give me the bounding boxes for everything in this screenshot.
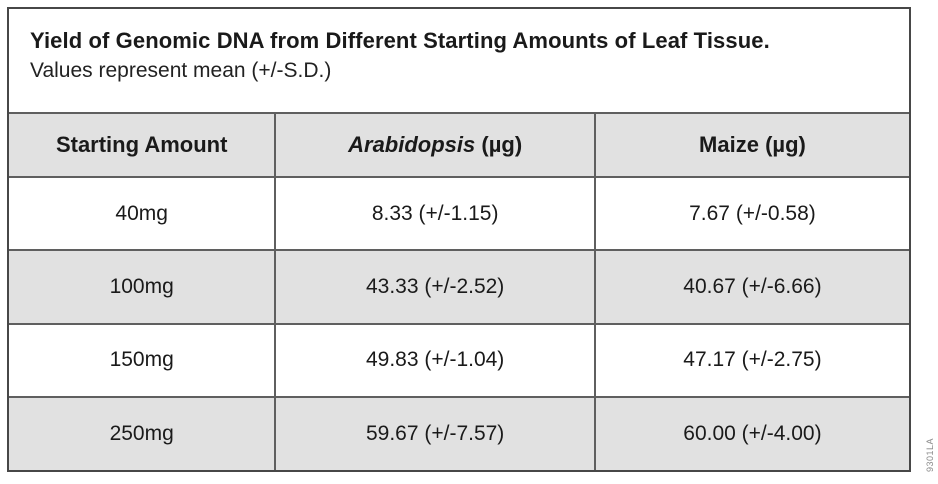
figure-panel: Yield of Genomic DNA from Different Star… — [7, 7, 911, 472]
cell-maize-yield: 60.00 (+/-4.00) — [593, 395, 909, 470]
cell-arabidopsis-yield: 8.33 (+/-1.15) — [274, 175, 596, 252]
table-row: 40mg 8.33 (+/-1.15) 7.67 (+/-0.58) — [9, 175, 909, 252]
table-row: 100mg 43.33 (+/-2.52) 40.67 (+/-6.66) — [9, 249, 909, 325]
figure-id-code: 9301LA — [925, 437, 935, 472]
header-row: Starting Amount Arabidopsis (µg) Maize (… — [9, 112, 909, 178]
header-arabidopsis: Arabidopsis (µg) — [274, 112, 596, 178]
cell-arabidopsis-yield: 49.83 (+/-1.04) — [274, 322, 596, 398]
header-maize: Maize (µg) — [593, 112, 909, 178]
cell-maize-yield: 47.17 (+/-2.75) — [593, 322, 909, 398]
cell-starting-amount: 100mg — [9, 249, 277, 325]
figure-caption: Yield of Genomic DNA from Different Star… — [9, 9, 909, 112]
cell-starting-amount: 40mg — [9, 175, 277, 252]
cell-starting-amount: 150mg — [9, 322, 277, 398]
cell-arabidopsis-yield: 59.67 (+/-7.57) — [274, 395, 596, 470]
header-starting-amount: Starting Amount — [9, 112, 277, 178]
cell-arabidopsis-yield: 43.33 (+/-2.52) — [274, 249, 596, 325]
figure-subtitle: Values represent mean (+/-S.D.) — [30, 58, 332, 82]
header-arabidopsis-unit: (µg) — [475, 132, 523, 157]
table-row: 150mg 49.83 (+/-1.04) 47.17 (+/-2.75) — [9, 322, 909, 398]
figure-title: Yield of Genomic DNA from Different Star… — [30, 28, 770, 53]
cell-starting-amount: 250mg — [9, 395, 277, 470]
header-arabidopsis-species: Arabidopsis — [348, 132, 476, 157]
cell-maize-yield: 40.67 (+/-6.66) — [593, 249, 909, 325]
table-row: 250mg 59.67 (+/-7.57) 60.00 (+/-4.00) — [9, 395, 909, 470]
cell-maize-yield: 7.67 (+/-0.58) — [593, 175, 909, 252]
dna-yield-table: Starting Amount Arabidopsis (µg) Maize (… — [9, 112, 909, 470]
